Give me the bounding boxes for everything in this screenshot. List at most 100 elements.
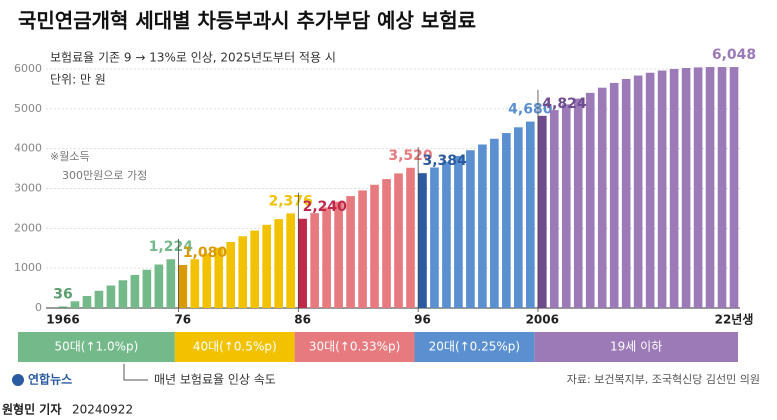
legend-box	[414, 332, 535, 362]
bar	[262, 224, 272, 308]
x-tick-label: 96	[414, 313, 431, 327]
logo: 연합뉴스	[28, 372, 72, 387]
bar	[358, 190, 367, 308]
bar	[514, 127, 523, 308]
y-tick-label: 5000	[14, 102, 42, 115]
legend-box	[294, 332, 415, 362]
bar	[657, 70, 667, 309]
bar	[729, 67, 739, 308]
value-label: 4,824	[542, 96, 587, 112]
bar	[94, 290, 104, 308]
bar	[454, 155, 463, 308]
subtitle: 보험료율 기존 9 → 13%로 인상, 2025년도부터 적용 시	[50, 51, 336, 65]
bar	[418, 173, 427, 308]
bar	[597, 87, 607, 309]
byline: 원형민 기자	[2, 402, 61, 417]
x-tick-label: 1966	[46, 313, 79, 327]
value-label: 1,080	[183, 245, 228, 261]
bar	[502, 133, 511, 308]
y-tick-label: 3000	[14, 181, 42, 194]
bar	[274, 219, 283, 308]
bar	[442, 161, 451, 308]
annotation: 300만원으로 가정	[62, 169, 147, 182]
unit: 단위: 만 원	[50, 73, 106, 87]
bar	[70, 301, 80, 308]
bar	[298, 218, 307, 308]
value-label: 2,240	[303, 199, 348, 215]
bar	[645, 72, 655, 309]
y-tick-label: 4000	[14, 142, 42, 155]
bar	[717, 67, 727, 308]
y-tick-label: 0	[35, 301, 42, 314]
bar	[142, 269, 152, 308]
bar	[705, 67, 715, 308]
legend-label: 30대(↑0.33%p)	[309, 340, 400, 354]
bar	[621, 78, 631, 308]
bar	[681, 67, 691, 308]
y-tick-label: 6000	[14, 62, 42, 75]
bar	[118, 280, 128, 308]
bar	[394, 173, 403, 308]
date: 20240922	[72, 403, 133, 417]
bar	[549, 110, 559, 308]
bar	[609, 82, 619, 309]
value-label: 2,376	[269, 193, 313, 209]
bar	[310, 213, 319, 308]
x-tick-label: 86	[294, 313, 311, 327]
bar	[238, 236, 248, 308]
value-label: 3,520	[388, 148, 433, 164]
bar	[633, 75, 643, 308]
bar	[106, 285, 116, 308]
legend-label: 50대(↑1.0%p)	[54, 340, 138, 354]
x-tick-label: 22년생	[715, 312, 754, 327]
x-tick-label: 76	[174, 313, 191, 327]
bar	[202, 253, 212, 308]
legend-note: 매년 보험료율 인상 속도	[154, 373, 276, 387]
logo-mark	[12, 374, 24, 386]
bar	[478, 144, 487, 308]
legend-box	[174, 332, 295, 362]
bar	[286, 213, 295, 308]
chart-title: 국민연금개혁 세대별 차등부과시 추가부담 예상 보험료	[18, 9, 476, 33]
bar	[693, 67, 703, 308]
legend-box	[534, 332, 738, 362]
bar	[82, 296, 92, 308]
legend-note-leader	[123, 364, 148, 381]
bar	[166, 259, 176, 308]
bar	[190, 259, 200, 308]
value-label: 6,048	[712, 47, 756, 63]
bar	[382, 179, 391, 308]
y-tick-label: 1000	[14, 261, 42, 274]
legend-box	[18, 332, 175, 362]
bar	[322, 207, 331, 308]
bar	[226, 242, 236, 308]
x-tick-label: 2006	[526, 313, 559, 327]
value-label: 3,384	[422, 153, 467, 169]
legend-label: 40대(↑0.5%p)	[193, 340, 277, 354]
bar	[370, 184, 379, 308]
legend-label: 19세 이하	[610, 340, 662, 354]
value-label: 4,680	[508, 102, 553, 118]
bar	[490, 138, 499, 308]
bar	[130, 275, 140, 308]
bar	[406, 167, 415, 308]
bar	[537, 115, 547, 309]
bar	[334, 201, 343, 308]
bar	[430, 167, 439, 308]
value-label: 1,224	[149, 239, 194, 255]
bar	[154, 264, 164, 308]
bar	[178, 264, 188, 308]
bar	[525, 121, 535, 308]
annotation: ※월소득	[50, 150, 90, 163]
value-label: 36	[53, 287, 72, 303]
source: 자료: 보건복지부, 조국혁신당 김선민 의원	[567, 373, 760, 386]
bar	[250, 230, 260, 308]
legend-label: 20대(↑0.25%p)	[429, 340, 520, 354]
bar	[561, 104, 571, 308]
bar	[58, 306, 68, 308]
bar	[669, 68, 679, 308]
bar	[214, 247, 224, 308]
bar	[466, 150, 475, 308]
bar	[346, 196, 355, 308]
